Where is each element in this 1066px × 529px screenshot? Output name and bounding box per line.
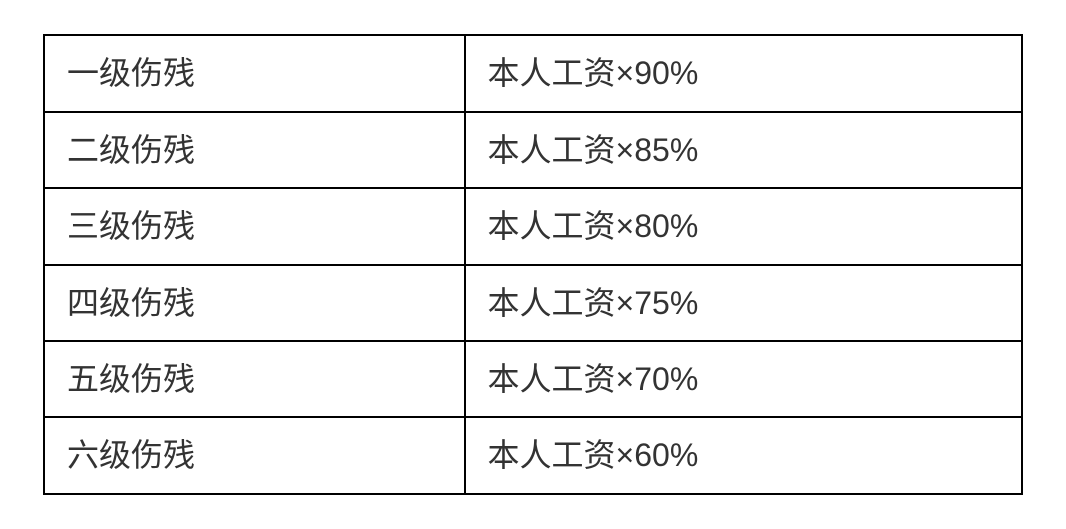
table-row: 二级伤残 本人工资×85%	[44, 112, 1022, 188]
disability-level-cell: 五级伤残	[44, 341, 465, 417]
disability-level-cell: 四级伤残	[44, 265, 465, 341]
table-row: 四级伤残 本人工资×75%	[44, 265, 1022, 341]
allowance-cell: 本人工资×60%	[465, 417, 1022, 493]
table-row: 三级伤残 本人工资×80%	[44, 188, 1022, 264]
disability-allowance-table-container: 一级伤残 本人工资×90% 二级伤残 本人工资×85% 三级伤残 本人工资×80…	[3, 14, 1063, 514]
disability-level-cell: 一级伤残	[44, 35, 465, 111]
table-row: 一级伤残 本人工资×90%	[44, 35, 1022, 111]
disability-level-cell: 六级伤残	[44, 417, 465, 493]
table-row: 六级伤残 本人工资×60%	[44, 417, 1022, 493]
allowance-cell: 本人工资×70%	[465, 341, 1022, 417]
allowance-cell: 本人工资×85%	[465, 112, 1022, 188]
table-row: 五级伤残 本人工资×70%	[44, 341, 1022, 417]
allowance-cell: 本人工资×90%	[465, 35, 1022, 111]
allowance-cell: 本人工资×75%	[465, 265, 1022, 341]
disability-level-cell: 二级伤残	[44, 112, 465, 188]
disability-level-cell: 三级伤残	[44, 188, 465, 264]
disability-allowance-table: 一级伤残 本人工资×90% 二级伤残 本人工资×85% 三级伤残 本人工资×80…	[43, 34, 1023, 494]
allowance-cell: 本人工资×80%	[465, 188, 1022, 264]
